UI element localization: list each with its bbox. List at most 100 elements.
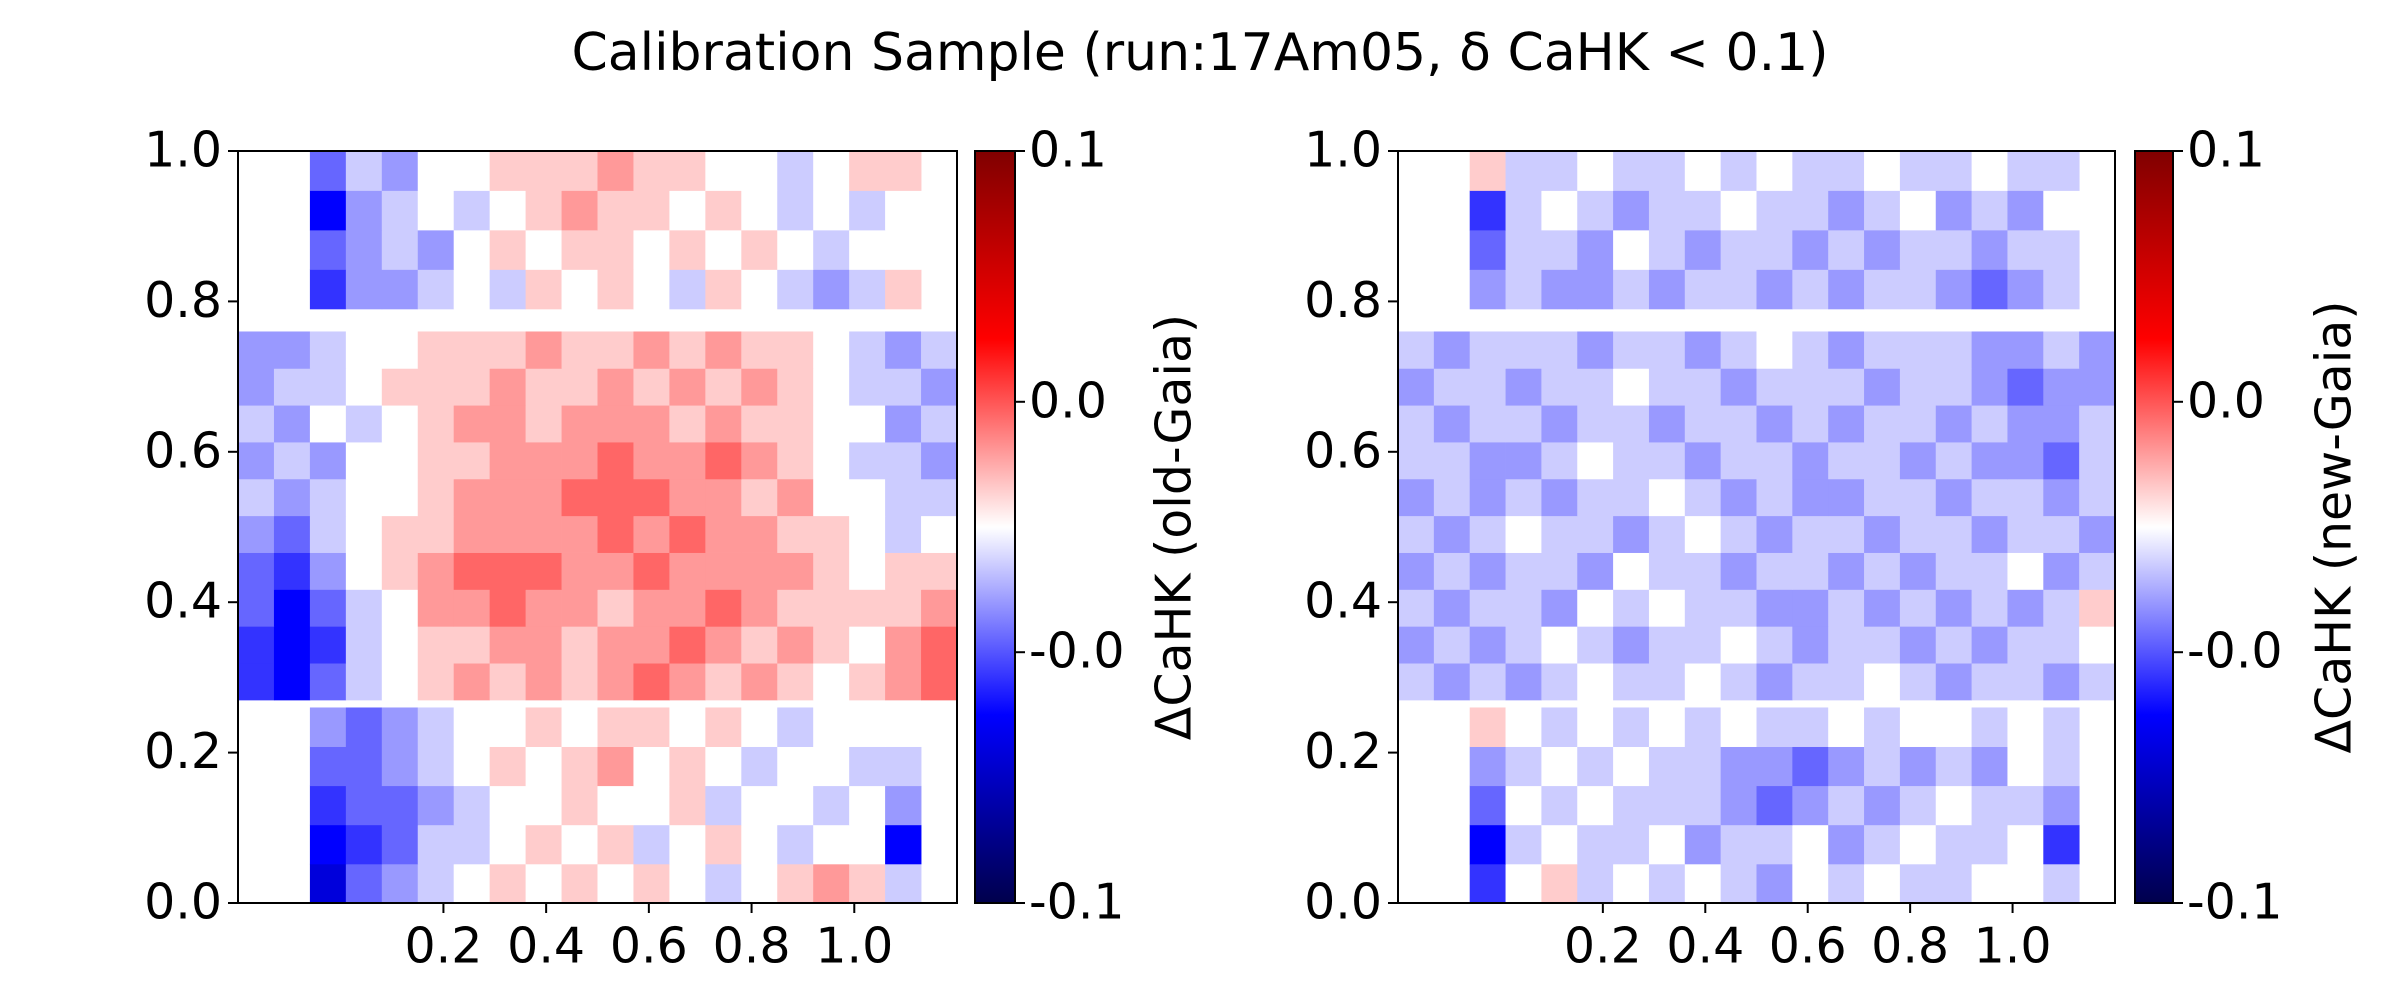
heatmap-cell <box>1505 863 1542 904</box>
heatmap-cell <box>669 552 706 590</box>
heatmap-cell <box>813 405 850 443</box>
heatmap-cell <box>1505 552 1542 590</box>
heatmap-cell <box>381 824 419 865</box>
heatmap-cell <box>1971 785 2008 826</box>
heatmap-cell <box>885 229 922 270</box>
heatmap-cell <box>1469 746 1506 787</box>
heatmap-cell <box>1828 269 1865 310</box>
heatmap-cell <box>1684 229 1722 270</box>
heatmap-cell <box>561 863 598 904</box>
heatmap-cell <box>813 442 850 480</box>
heatmap-cell <box>1828 190 1865 231</box>
heatmap-cell <box>1541 331 1578 369</box>
x-tick-label: 0.2 <box>404 918 482 975</box>
heatmap-cell <box>1541 552 1578 590</box>
heatmap-cell <box>525 552 562 590</box>
heatmap-cell <box>1899 405 1937 443</box>
heatmap-cell <box>309 589 347 627</box>
heatmap-cell <box>633 331 670 369</box>
heatmap-cell <box>1541 863 1578 904</box>
heatmap-cell <box>1469 785 1506 826</box>
heatmap-cell <box>1828 663 1865 701</box>
heatmap-cell <box>1398 478 1435 517</box>
heatmap-cell <box>1505 626 1542 664</box>
heatmap-cell <box>345 515 383 553</box>
heatmap-cell <box>1971 863 2008 904</box>
heatmap-cell <box>453 269 491 310</box>
heatmap-cell <box>1828 707 1865 747</box>
heatmap-cell <box>813 331 850 369</box>
heatmap-cell <box>453 824 491 865</box>
heatmap-cell <box>1684 589 1722 627</box>
heatmap-cell <box>1935 707 1972 747</box>
heatmap-cell <box>1648 663 1686 701</box>
heatmap-cell <box>238 368 275 406</box>
heatmap-cell <box>1613 368 1650 406</box>
heatmap-cell <box>1648 269 1686 310</box>
heatmap-cell <box>849 552 886 590</box>
heatmap-cell <box>921 552 958 590</box>
heatmap-cell <box>1648 190 1686 231</box>
heatmap-cell <box>705 151 742 191</box>
heatmap-cell <box>1971 707 2008 747</box>
heatmap-cell <box>777 589 814 627</box>
heatmap-cell <box>921 589 958 627</box>
heatmap-cell <box>1577 442 1614 480</box>
heatmap-cell <box>309 229 347 270</box>
heatmap-cell <box>1469 663 1506 701</box>
heatmap-cell <box>1792 552 1829 590</box>
heatmap-cell <box>777 515 814 553</box>
heatmap-cell <box>669 824 706 865</box>
heatmap-cell <box>741 824 778 865</box>
heatmap-cell <box>273 663 311 701</box>
heatmap-cell <box>1398 442 1435 480</box>
heatmap-cell <box>2007 442 2044 480</box>
heatmap-cell <box>1899 442 1937 480</box>
heatmap-cell <box>777 229 814 270</box>
heatmap-cell <box>1433 331 1471 369</box>
axes-frame <box>1397 150 2116 904</box>
heatmap-cell <box>849 151 886 191</box>
colorbar-tick-label: 0.1 <box>2187 122 2265 179</box>
heatmap-cell <box>1828 442 1865 480</box>
heatmap-cell <box>1398 552 1435 590</box>
heatmap-cell <box>2079 405 2116 443</box>
heatmap-cell <box>1469 863 1506 904</box>
heatmap-cell <box>2043 442 2080 480</box>
heatmap-cell <box>705 824 742 865</box>
heatmap-cell <box>2043 707 2080 747</box>
heatmap-cell <box>453 515 491 553</box>
heatmap-cell <box>1577 151 1614 191</box>
heatmap-cell <box>309 269 347 310</box>
heatmap-cell <box>417 331 455 369</box>
heatmap-cell <box>813 663 850 701</box>
heatmap-cell <box>849 746 886 787</box>
heatmap-cell <box>453 368 491 406</box>
heatmap-cell <box>921 515 958 553</box>
heatmap-cell <box>453 589 491 627</box>
heatmap-cell <box>1684 863 1722 904</box>
heatmap-cell <box>417 707 455 747</box>
heatmap-cell <box>345 785 383 826</box>
heatmap-cell <box>1469 405 1506 443</box>
heatmap-cell <box>1864 331 1901 369</box>
heatmap-cell <box>1469 824 1506 865</box>
heatmap-cell <box>1469 151 1506 191</box>
heatmap-cell <box>417 589 455 627</box>
heatmap-cell <box>309 626 347 664</box>
heatmap-cell <box>1720 442 1757 480</box>
x-tick-label: 0.4 <box>507 918 585 975</box>
heatmap-cell <box>273 442 311 480</box>
heatmap-cell <box>2007 663 2044 701</box>
heatmap-cell <box>1756 785 1793 826</box>
heatmap-cell <box>597 442 634 480</box>
heatmap-cell <box>921 663 958 701</box>
heatmap-cell <box>1828 151 1865 191</box>
heatmap-cell <box>849 863 886 904</box>
heatmap-cell <box>1828 478 1865 517</box>
heatmap-cell <box>525 863 562 904</box>
heatmap-cell <box>1756 269 1793 310</box>
heatmap-cell <box>1792 478 1829 517</box>
heatmap-cell <box>741 707 778 747</box>
heatmap-cell <box>705 331 742 369</box>
